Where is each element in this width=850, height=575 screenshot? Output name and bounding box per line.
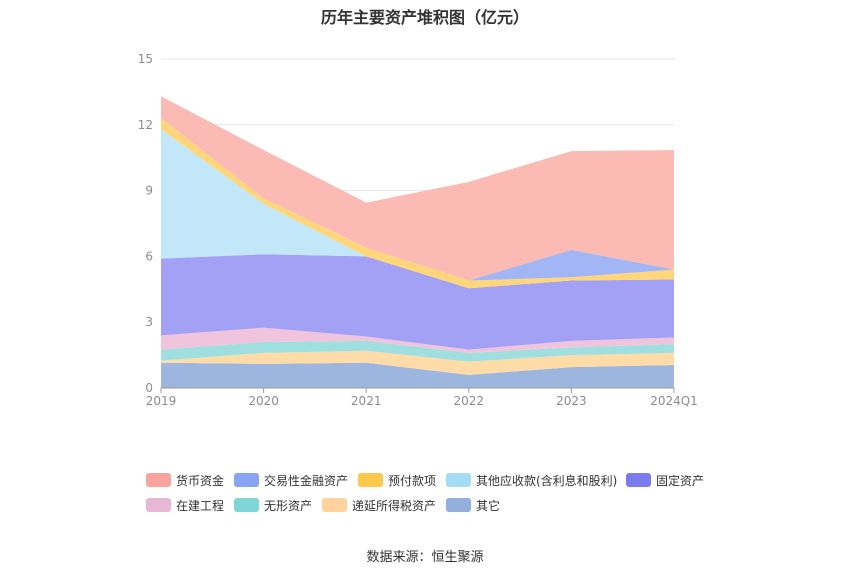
legend-label: 递延所得税资产 <box>352 498 437 513</box>
axes: 0 3 6 9 12 15 2019 2020 2021 2022 2023 2024Q1 <box>138 52 698 408</box>
area-series-6 <box>161 118 674 289</box>
y-tick-label: 6 <box>145 249 153 263</box>
y-tick-label: 9 <box>145 184 153 198</box>
area-series-1 <box>161 350 674 375</box>
y-tick-label: 3 <box>145 315 153 329</box>
legend-swatch <box>146 473 171 487</box>
legend-swatch <box>626 473 651 487</box>
legend-label: 其他应收款(含利息和股利) <box>476 473 618 488</box>
legend-label: 无形资产 <box>264 498 313 513</box>
y-tick-label: 12 <box>138 118 153 132</box>
legend-label: 在建工程 <box>176 498 225 513</box>
legend-item[interactable]: 交易性金融资产 <box>234 472 348 488</box>
legend-swatch <box>146 498 171 512</box>
area-series-5 <box>161 129 674 289</box>
legend-label: 货币资金 <box>176 473 225 488</box>
area-series-2 <box>161 340 674 362</box>
y-tick-label: 0 <box>145 381 153 395</box>
y-tick-label: 15 <box>138 52 153 66</box>
x-tick-label: 2023 <box>556 394 587 408</box>
legend-item[interactable]: 无形资产 <box>234 497 312 513</box>
legend-swatch <box>446 473 471 487</box>
area-series <box>161 96 674 388</box>
legend-item[interactable]: 在建工程 <box>146 497 224 513</box>
area-series-3 <box>161 327 674 353</box>
x-tick-label: 2020 <box>248 394 279 408</box>
chart-title: 历年主要资产堆积图（亿元） <box>320 8 529 27</box>
source-note: 数据来源：恒生聚源 <box>366 550 484 565</box>
legend-label: 固定资产 <box>656 473 705 488</box>
area-series-8 <box>161 96 674 281</box>
legend-item[interactable]: 递延所得税资产 <box>322 497 436 513</box>
stacked-area-chart: 0 3 6 9 12 15 2019 2020 2021 2022 2023 2024Q1 <box>138 52 698 408</box>
x-tick-label: 2022 <box>454 394 485 408</box>
x-tick-label: 2021 <box>351 394 382 408</box>
legend-swatch <box>358 473 383 487</box>
legend-item[interactable]: 预付款项 <box>358 472 436 488</box>
area-series-4 <box>161 254 674 350</box>
legend-label: 交易性金融资产 <box>264 473 349 488</box>
legend-item[interactable]: 固定资产 <box>626 472 704 488</box>
legend-label: 其它 <box>476 498 501 513</box>
legend-swatch <box>322 498 347 512</box>
x-tick-label: 2019 <box>146 394 177 408</box>
area-series-0 <box>161 362 674 388</box>
legend-swatch <box>234 473 259 487</box>
legend-item[interactable]: 货币资金 <box>146 472 224 488</box>
x-tick-label: 2024Q1 <box>650 394 698 408</box>
legend-swatch <box>234 498 259 512</box>
legend-label: 预付款项 <box>388 473 437 488</box>
legend-swatch <box>446 498 471 512</box>
legend-item[interactable]: 其它 <box>446 497 500 513</box>
legend-item[interactable]: 其他应收款(含利息和股利) <box>446 472 617 488</box>
area-series-7 <box>161 118 674 281</box>
